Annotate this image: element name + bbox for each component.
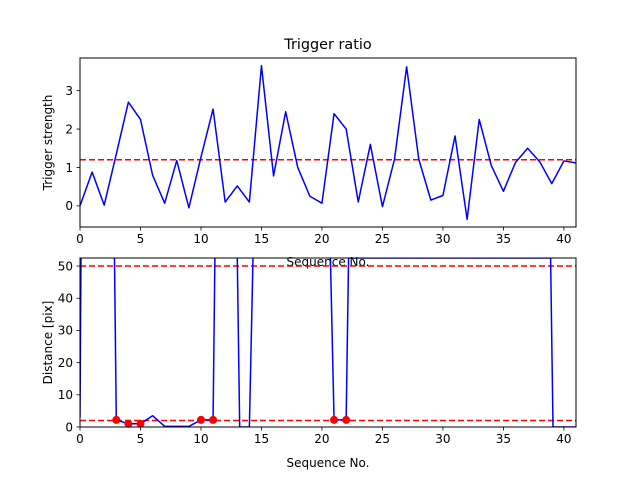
plot-frame (79, 257, 577, 428)
x-tick-label: 35 (496, 232, 511, 246)
y-tick-label: 40 (58, 292, 73, 306)
data-point-marker (196, 415, 205, 424)
chart-title: Trigger ratio (283, 37, 372, 53)
x-tick-label: 20 (314, 232, 329, 246)
x-tick-label: 5 (137, 432, 145, 446)
data-point-marker (136, 419, 145, 428)
data-point-marker (124, 419, 133, 428)
x-tick-label: 25 (375, 232, 390, 246)
series-lines (80, 64, 576, 221)
x-tick-label: 20 (314, 432, 329, 446)
series-line (80, 258, 576, 427)
x-tick-label: 40 (556, 432, 571, 446)
distance-panel: Distance [pix] Sequence No. 0 5 10 15 20 25 30… (41, 257, 577, 470)
y-tick-label: 2 (65, 122, 73, 136)
y-axis-label: Distance [pix] (41, 301, 55, 385)
axis-ticks: 0 5 10 15 20 25 30 35 40 0 10 20 30 40 50 (58, 259, 572, 446)
y-tick-label: 30 (58, 324, 73, 338)
trigger-ratio-panel: Trigger ratio Trigger strength Sequence … (41, 37, 577, 269)
reference-lines (80, 265, 576, 422)
y-tick-label: 3 (65, 84, 73, 98)
x-tick-label: 15 (254, 232, 269, 246)
x-tick-label: 5 (137, 232, 145, 246)
y-tick-label: 0 (65, 199, 73, 213)
data-point-marker (330, 415, 339, 424)
y-tick-label: 50 (58, 259, 73, 273)
y-tick-label: 1 (65, 161, 73, 175)
x-tick-label: 10 (193, 232, 208, 246)
series-line (80, 64, 576, 221)
series-lines (80, 258, 576, 427)
x-axis-label: Sequence No. (287, 255, 370, 269)
x-tick-label: 30 (435, 432, 450, 446)
x-tick-label: 0 (76, 232, 84, 246)
x-axis-label: Sequence No. (287, 456, 370, 470)
axis-ticks: 0 5 10 15 20 25 30 35 40 0 1 2 3 (65, 84, 571, 246)
x-tick-label: 30 (435, 232, 450, 246)
y-axis-label: Trigger strength (41, 95, 55, 192)
x-tick-label: 15 (254, 432, 269, 446)
y-tick-label: 0 (65, 420, 73, 434)
y-tick-label: 20 (58, 356, 73, 370)
data-point-marker (342, 415, 351, 424)
x-tick-label: 10 (193, 432, 208, 446)
data-markers (112, 415, 351, 428)
x-tick-label: 35 (496, 432, 511, 446)
plot-frame (79, 57, 577, 228)
x-tick-label: 40 (556, 232, 571, 246)
x-tick-label: 25 (375, 432, 390, 446)
y-tick-label: 10 (58, 388, 73, 402)
data-point-marker (112, 415, 121, 424)
data-point-marker (209, 415, 218, 424)
x-tick-label: 0 (76, 432, 84, 446)
